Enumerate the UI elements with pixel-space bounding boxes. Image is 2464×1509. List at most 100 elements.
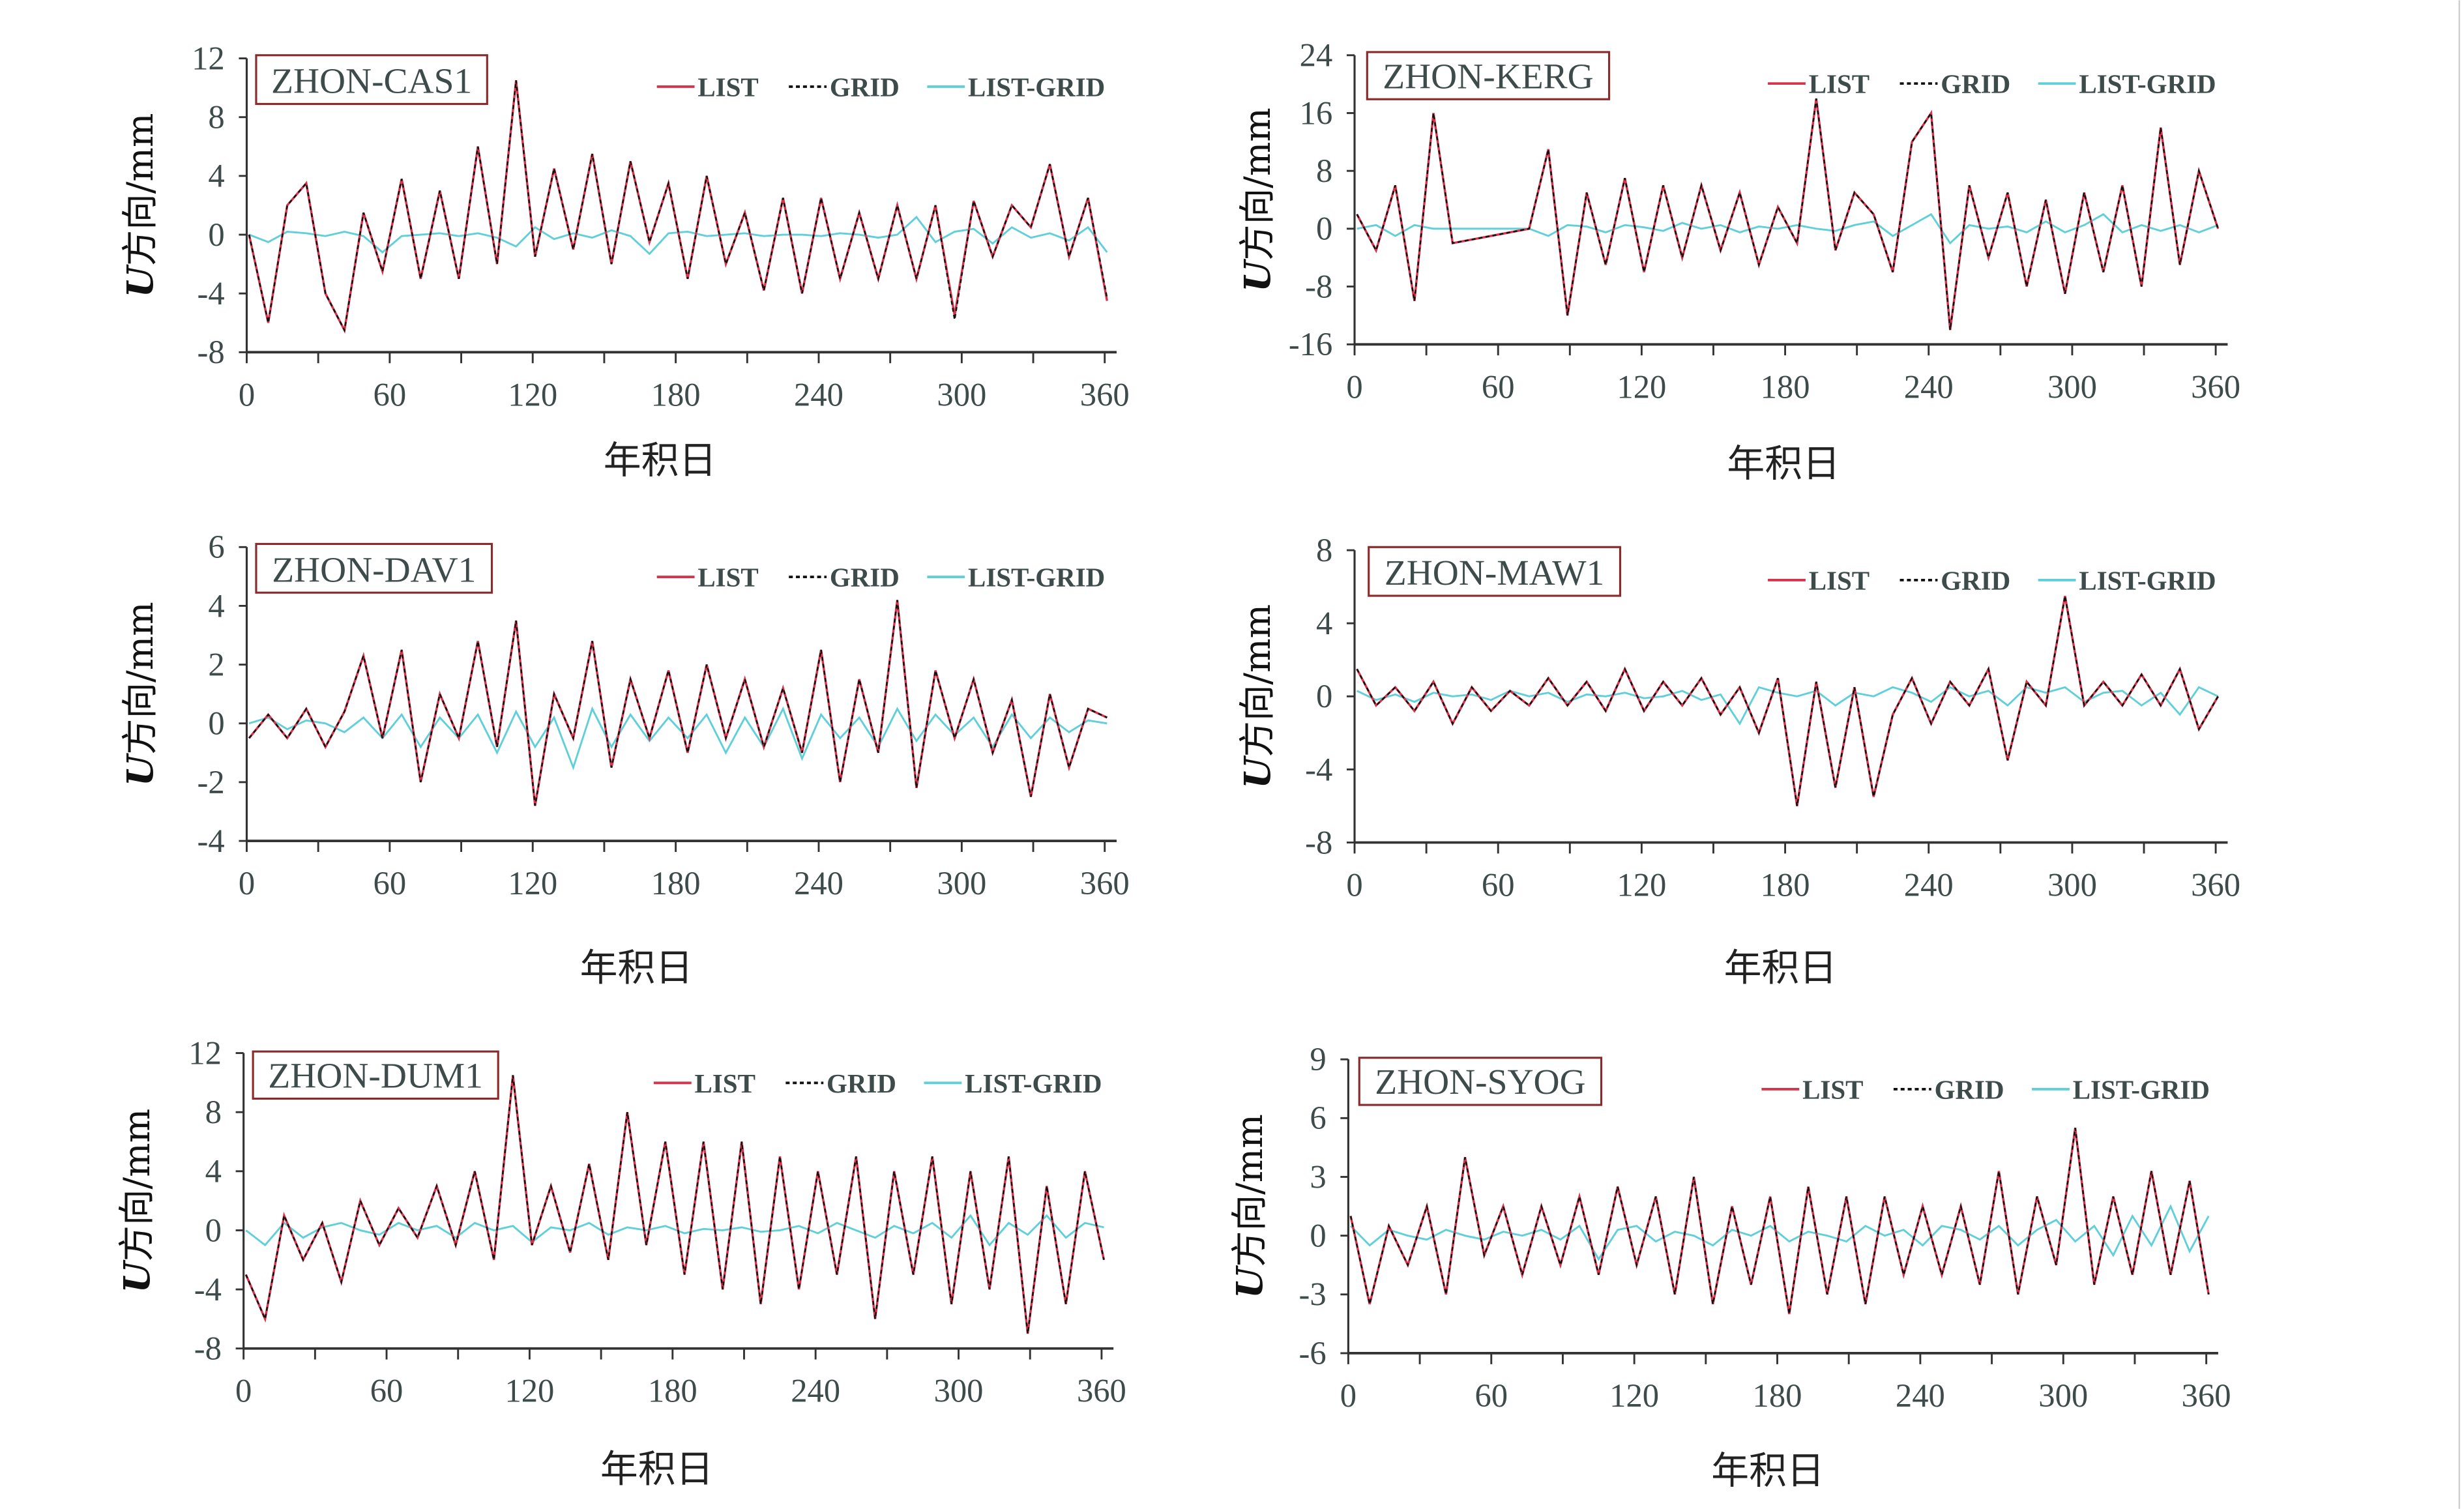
y-tick-label: 16: [1300, 95, 1333, 131]
y-tick-label: -8: [1305, 268, 1332, 304]
series-line-list: [1356, 595, 2220, 806]
y-axis-title-variable: U: [1237, 755, 1279, 789]
y-axis-title: U方向/mm: [116, 1109, 158, 1293]
legend-label-list: LIST: [1809, 565, 1870, 595]
legend: LIST GRID LIST-GRID: [656, 563, 1105, 593]
subplot-zhon-maw1: -8 -4 0 4 8 0 60 120 180 240 300 360 ZHON-MAW1 LIST GR…: [1237, 532, 2240, 990]
legend-label-list-grid: LIST-GRID: [968, 563, 1105, 593]
legend-label-list: LIST: [697, 563, 758, 593]
legend-label-list-grid: LIST-GRID: [2079, 565, 2216, 595]
station-title-box: [255, 54, 488, 106]
legend-label-list: LIST: [695, 1068, 755, 1098]
y-axis-title-unit: 方向/mm: [120, 602, 162, 755]
station-title-box: [1358, 1057, 1603, 1106]
series-line-grid: [248, 80, 1108, 333]
x-tick-label: 240: [794, 865, 843, 901]
y-tick-label: 2: [208, 646, 224, 682]
x-tick-label: 120: [508, 865, 557, 901]
y-axis-title-variable: U: [116, 1259, 158, 1293]
x-tick-label: 180: [651, 376, 701, 413]
station-title: ZHON-DAV1: [272, 549, 476, 589]
x-tick-label: 60: [370, 1373, 403, 1409]
y-axis-title-variable: U: [119, 752, 162, 786]
legend: LIST GRID LIST-GRID: [1768, 565, 2216, 595]
legend-label-list-grid: LIST-GRID: [2073, 1074, 2210, 1104]
legend-label-grid: GRID: [830, 563, 900, 593]
x-tick-label: 240: [1904, 866, 1954, 903]
legend: LIST GRID LIST-GRID: [1768, 69, 2216, 99]
y-axis-title: U方向/mm: [1237, 108, 1279, 292]
station-title: ZHON-DUM1: [268, 1056, 483, 1096]
y-tick-label: 12: [192, 40, 225, 76]
y-tick-label: 8: [1316, 532, 1332, 568]
y-tick-label: -8: [194, 1330, 222, 1367]
station-title-box: [255, 542, 493, 594]
x-tick-label: 0: [235, 1373, 252, 1409]
series-line-list-grid: [1349, 1204, 2210, 1261]
y-tick-label: -8: [1305, 824, 1332, 860]
x-tick-label: 300: [2038, 1377, 2088, 1414]
y-axis-title: U方向/mm: [1229, 1114, 1271, 1298]
y-axis-title: U方向/mm: [119, 602, 162, 786]
legend: LIST GRID LIST-GRID: [656, 72, 1105, 102]
x-tick-label: 0: [239, 865, 255, 901]
x-axis-title: 年积日: [1711, 1448, 1825, 1493]
y-tick-label: -8: [198, 334, 225, 370]
y-tick-label: -4: [194, 1271, 222, 1308]
subplot-zhon-syog: -6 -3 0 3 6 9 0 60 120 180 240 300 360 ZHON-SYOG LIST G…: [1229, 1041, 2231, 1493]
y-tick-label: 9: [1310, 1041, 1326, 1077]
series-line-grid: [1356, 596, 2219, 806]
y-axis-title-variable: U: [1237, 258, 1279, 292]
y-tick-label: 4: [1316, 605, 1332, 641]
legend-label-grid: GRID: [1941, 565, 2010, 595]
x-axis-title: 年积日: [604, 438, 717, 482]
x-tick-label: 60: [374, 865, 407, 901]
x-tick-label: 300: [937, 865, 986, 901]
series-line-list-grid: [1357, 686, 2219, 726]
series-line-list: [1356, 98, 2220, 330]
x-tick-label: 0: [1340, 1377, 1357, 1414]
x-tick-label: 60: [374, 376, 407, 413]
series-line-list: [1349, 1128, 2210, 1315]
y-tick-label: 3: [1310, 1158, 1326, 1195]
y-tick-label: -4: [198, 823, 225, 859]
y-tick-label: 6: [208, 529, 224, 565]
x-axis-title: 年积日: [580, 946, 694, 990]
station-title: ZHON-KERG: [1383, 56, 1593, 96]
x-tick-label: 180: [648, 1373, 697, 1409]
y-axis-title-unit: 方向/mm: [1237, 604, 1279, 757]
series-line-list: [248, 600, 1108, 806]
station-title: ZHON-MAW1: [1385, 553, 1604, 593]
x-tick-label: 180: [1753, 1377, 1802, 1414]
series-line-list: [248, 80, 1109, 334]
x-tick-label: 240: [1904, 368, 1954, 405]
series-line-list-grid: [1357, 212, 2219, 245]
legend: LIST GRID LIST-GRID: [1761, 1074, 2210, 1104]
x-tick-label: 300: [2047, 866, 2097, 903]
x-tick-label: 300: [937, 376, 986, 413]
x-tick-label: 240: [1896, 1377, 1945, 1414]
y-tick-label: -4: [198, 275, 225, 312]
y-tick-label: 0: [1310, 1218, 1326, 1254]
station-title-box: [1368, 546, 1622, 597]
x-tick-label: 0: [1346, 368, 1362, 405]
y-axis-title-unit: 方向/mm: [1237, 108, 1279, 261]
x-tick-label: 120: [1617, 368, 1666, 405]
x-tick-label: 360: [2182, 1377, 2231, 1414]
y-tick-label: -4: [1305, 751, 1332, 787]
y-tick-label: -16: [1289, 326, 1332, 362]
x-tick-label: 120: [508, 376, 557, 413]
station-title-box: [1366, 51, 1611, 100]
x-tick-label: 240: [794, 376, 843, 413]
legend-label-list: LIST: [1802, 1074, 1863, 1104]
y-tick-label: 0: [208, 216, 224, 253]
x-tick-label: 60: [1482, 368, 1515, 405]
legend-label-grid: GRID: [1941, 69, 2010, 99]
y-tick-label: -6: [1298, 1335, 1326, 1371]
y-axis-title-unit: 方向/mm: [1229, 1114, 1271, 1267]
station-title-box: [252, 1050, 499, 1100]
x-tick-label: 60: [1482, 866, 1515, 903]
x-tick-label: 360: [2191, 866, 2240, 903]
